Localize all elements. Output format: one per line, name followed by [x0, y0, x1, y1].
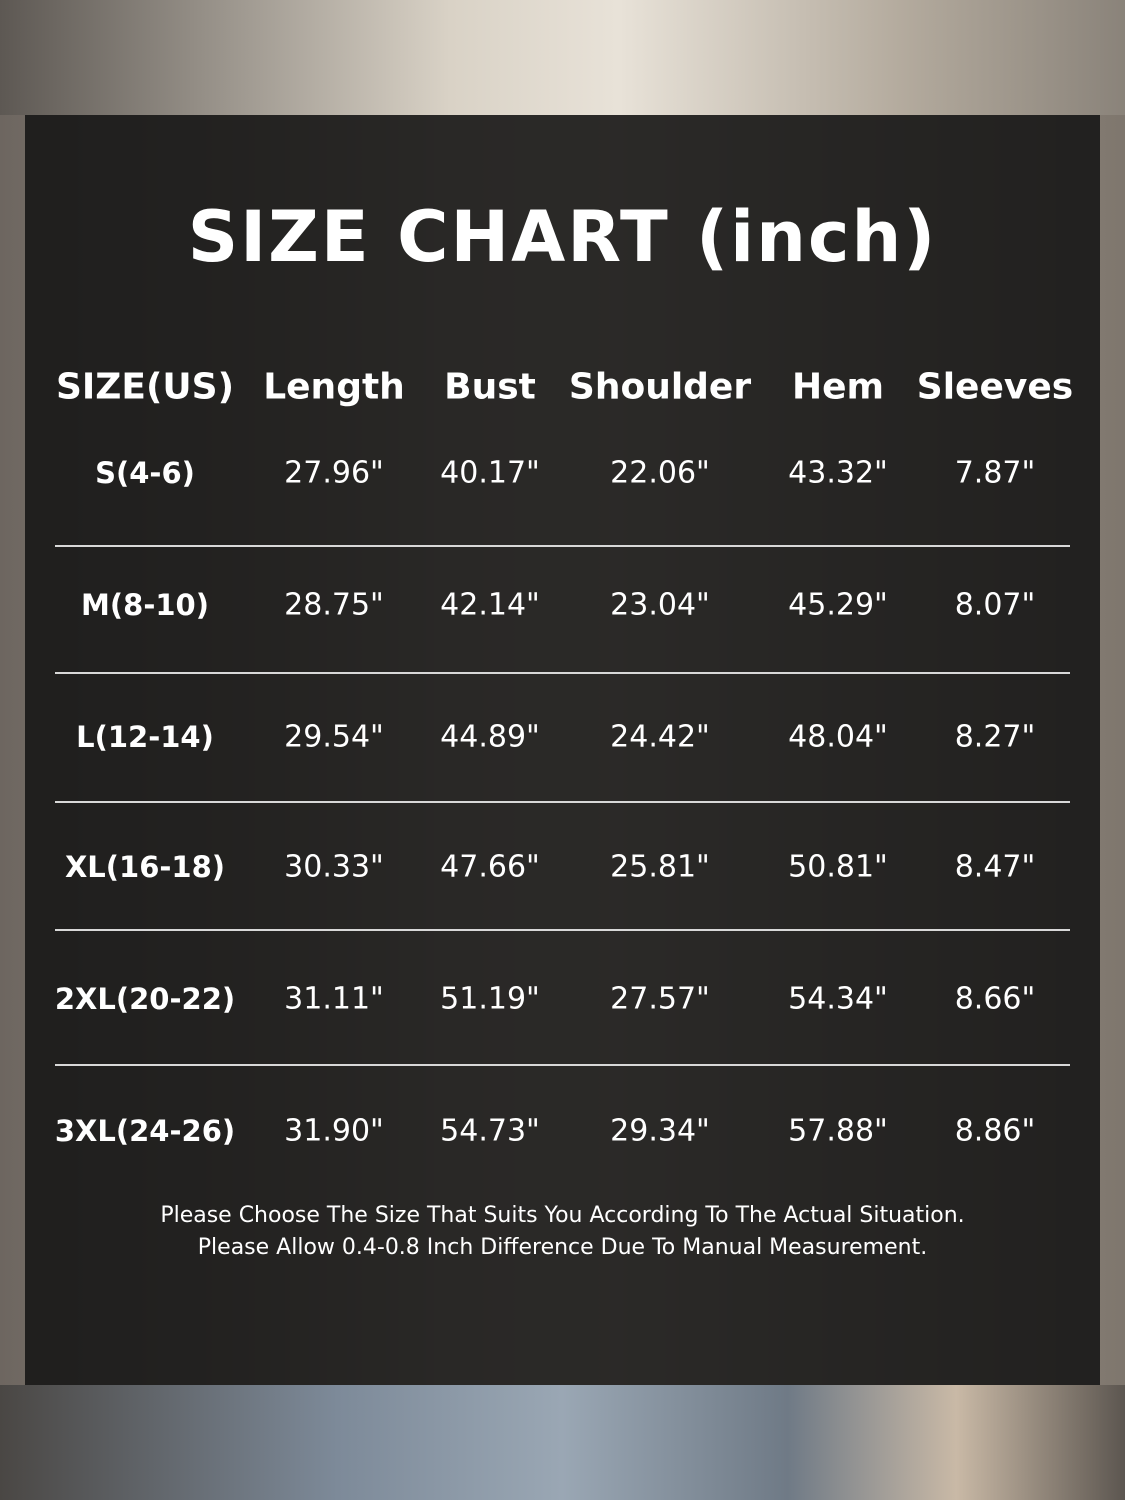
table-cell: 28.75": [284, 587, 384, 623]
note-line-2: Please Allow 0.4-0.8 Inch Difference Due…: [197, 1235, 928, 1260]
table-cell: 29.34": [610, 1113, 710, 1149]
row-divider: [55, 545, 1070, 547]
row-divider: [55, 1064, 1070, 1066]
row-divider: [55, 672, 1070, 674]
page-title: SIZE CHART (inch): [187, 196, 938, 278]
table-cell: 42.14": [440, 587, 540, 623]
background-photo-bottom: [0, 1385, 1125, 1500]
table-cell: 30.33": [284, 849, 384, 885]
column-header: Bust: [444, 366, 536, 408]
column-header: Sleeves: [916, 366, 1074, 408]
table-cell: 50.81": [788, 849, 888, 885]
table-cell: 25.81": [610, 849, 710, 885]
table-cell: 22.06": [610, 455, 710, 491]
size-label: L(12-14): [76, 720, 214, 754]
table-cell: 23.04": [610, 587, 710, 623]
background-photo-top: [0, 0, 1125, 115]
table-cell: 44.89": [440, 719, 540, 755]
table-cell: 57.88": [788, 1113, 888, 1149]
table-cell: 31.90": [284, 1113, 384, 1149]
table-cell: 7.87": [954, 455, 1036, 491]
table-cell: 8.27": [954, 719, 1036, 755]
size-label: XL(16-18): [64, 850, 226, 884]
size-chart-panel: [25, 115, 1100, 1385]
table-cell: 47.66": [440, 849, 540, 885]
table-cell: 45.29": [788, 587, 888, 623]
note-line-1: Please Choose The Size That Suits You Ac…: [160, 1203, 965, 1228]
table-cell: 31.11": [284, 981, 384, 1017]
table-cell: 51.19": [440, 981, 540, 1017]
row-divider: [55, 929, 1070, 931]
size-label: 3XL(24-26): [54, 1114, 236, 1148]
column-header: SIZE(US): [55, 366, 235, 408]
column-header: Shoulder: [568, 366, 752, 408]
table-cell: 29.54": [284, 719, 384, 755]
table-cell: 8.66": [954, 981, 1036, 1017]
size-label: S(4-6): [95, 456, 195, 490]
size-label: M(8-10): [81, 588, 209, 622]
table-cell: 54.34": [788, 981, 888, 1017]
table-cell: 8.07": [954, 587, 1036, 623]
table-cell: 24.42": [610, 719, 710, 755]
table-cell: 48.04": [788, 719, 888, 755]
column-header: Hem: [791, 366, 885, 408]
table-cell: 8.86": [954, 1113, 1036, 1149]
table-cell: 40.17": [440, 455, 540, 491]
table-cell: 54.73": [440, 1113, 540, 1149]
table-cell: 43.32": [788, 455, 888, 491]
column-header: Length: [263, 366, 405, 408]
row-divider: [55, 801, 1070, 803]
table-cell: 8.47": [954, 849, 1036, 885]
table-cell: 27.57": [610, 981, 710, 1017]
size-label: 2XL(20-22): [54, 982, 236, 1016]
table-cell: 27.96": [284, 455, 384, 491]
